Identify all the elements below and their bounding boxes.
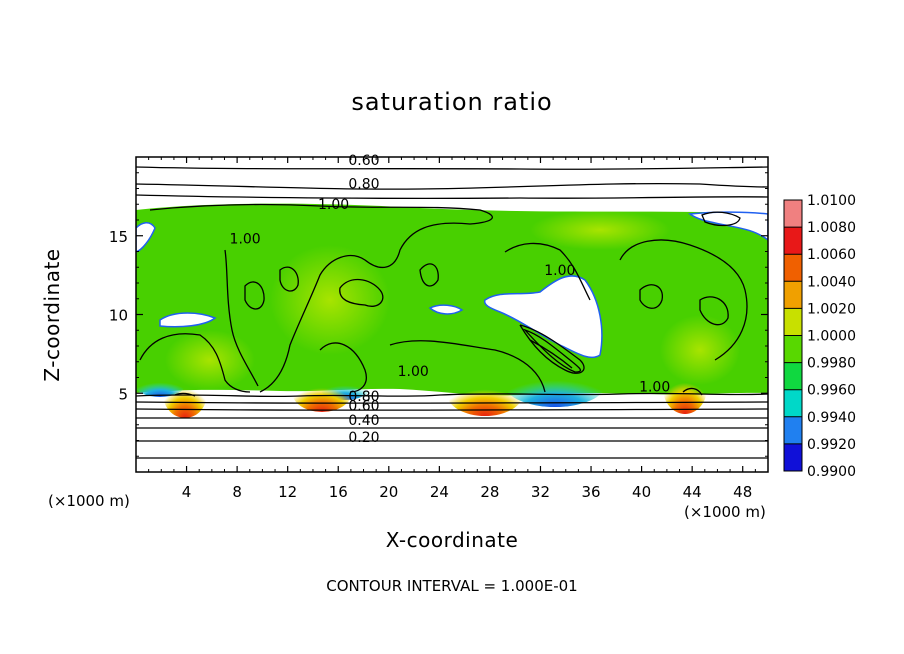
colorbar-label: 0.9900: [807, 464, 856, 480]
light-patch: [270, 245, 390, 355]
contour-line: [136, 408, 768, 411]
contour-line: [136, 166, 768, 170]
subsaturated-hole: [483, 275, 603, 359]
contour-line: [224, 249, 259, 387]
contour-line: [136, 194, 768, 200]
contour-line: [136, 182, 768, 190]
colorbar-swatch: [784, 416, 802, 444]
colorbar: 1.0100 1.0080 1.0060 1.0040 1.0020 1.0000 0.99…: [783, 193, 856, 480]
contour-label: 0.80: [348, 177, 379, 193]
contour-line: [136, 392, 768, 398]
contour-label: 1.00: [639, 380, 670, 396]
contour-labels: 0.600.801.001.001.001.001.000.800.600.40…: [230, 153, 671, 446]
contour-line: [136, 401, 768, 404]
colorbar-label: 0.9920: [807, 437, 856, 453]
supersaturated-region: [136, 203, 768, 396]
colorbar-label: 0.9980: [807, 356, 856, 372]
colorbar-label: 1.0000: [807, 329, 856, 345]
colorbar-swatch: [784, 227, 802, 255]
light-patch: [530, 210, 670, 250]
colorbar-label: 1.0060: [807, 247, 856, 263]
contour-line: [419, 263, 439, 287]
x-tick-label: 4: [182, 483, 192, 501]
x-tick-label: 40: [632, 483, 651, 501]
colorbar-swatch: [784, 335, 802, 363]
hot-patch: [663, 362, 707, 414]
contour-line: [319, 342, 367, 393]
contour-label: 1.00: [318, 197, 349, 213]
contour-line: [682, 387, 703, 396]
x-tick-label: 28: [480, 483, 499, 501]
colorbar-swatch: [784, 389, 802, 417]
contour-line: [244, 281, 265, 310]
contour-line: [149, 203, 493, 393]
contour-label: 1.00: [544, 263, 575, 279]
contour-line: [619, 239, 748, 361]
x-tick-label: 44: [683, 483, 702, 501]
y-tick-label: 10: [109, 307, 128, 325]
contour-line: [699, 296, 729, 326]
colorbar-swatch: [784, 281, 802, 309]
contour-label: 0.20: [348, 430, 379, 446]
contour-line: [339, 278, 384, 307]
colorbar-label: 0.9960: [807, 383, 856, 399]
colorbar-label: 1.0080: [807, 220, 856, 236]
x-unit-label-left: (×1000 m): [48, 492, 130, 510]
colorbar-swatch: [784, 308, 802, 336]
subsaturated-hole: [428, 304, 464, 315]
contour-label: 0.40: [348, 413, 379, 429]
colorbar-swatch: [784, 443, 802, 471]
colorbar-swatch: [784, 200, 802, 228]
contour-line: [279, 266, 299, 292]
x-tick-label: 16: [329, 483, 348, 501]
contour-interval-note: CONTOUR INTERVAL = 1.000E-01: [326, 577, 578, 595]
contour-label: 0.80: [348, 389, 379, 405]
x-tick-label: 12: [278, 483, 297, 501]
contour-label: 0.60: [348, 153, 379, 169]
hot-patch: [292, 372, 352, 412]
colorbar-swatch: [784, 254, 802, 282]
colorbar-label: 0.9940: [807, 410, 856, 426]
x-tick-label: 20: [379, 483, 398, 501]
x-tick-label: 32: [531, 483, 550, 501]
colorbar-swatch: [784, 362, 802, 390]
contour-line: [639, 284, 663, 309]
contour-line: [519, 324, 585, 374]
subsaturated-hole: [136, 222, 156, 253]
contour-lines: [136, 166, 768, 459]
contour-line: [174, 392, 196, 397]
x-tick-label: 36: [581, 483, 600, 501]
saturation-field: [136, 157, 768, 472]
contour-line: [701, 211, 741, 227]
x-unit-label-right: (×1000 m): [684, 503, 766, 521]
x-tick-label: 24: [430, 483, 449, 501]
contour-line: [504, 242, 591, 301]
contour-line: [529, 339, 573, 369]
contour-line: [389, 340, 546, 393]
x-axis-label: X-coordinate: [385, 528, 519, 552]
colorbar-label: 1.0100: [807, 193, 856, 209]
y-tick-label: 5: [118, 385, 128, 403]
y-tick-label: 15: [109, 228, 128, 246]
contour-label: 1.00: [230, 232, 261, 248]
cold-patch: [505, 363, 605, 407]
x-tick-label: 48: [733, 483, 752, 501]
colorbar-label: 1.0020: [807, 301, 856, 317]
subsaturated-hole: [159, 312, 217, 328]
x-tick-label: 8: [232, 483, 242, 501]
contour-label: 0.60: [348, 399, 379, 415]
colorbar-label: 1.0040: [807, 274, 856, 290]
contour-label: 1.00: [398, 364, 429, 380]
contour-line: [522, 328, 582, 373]
contour-line: [139, 333, 251, 393]
chart-title: saturation ratio: [351, 88, 553, 116]
